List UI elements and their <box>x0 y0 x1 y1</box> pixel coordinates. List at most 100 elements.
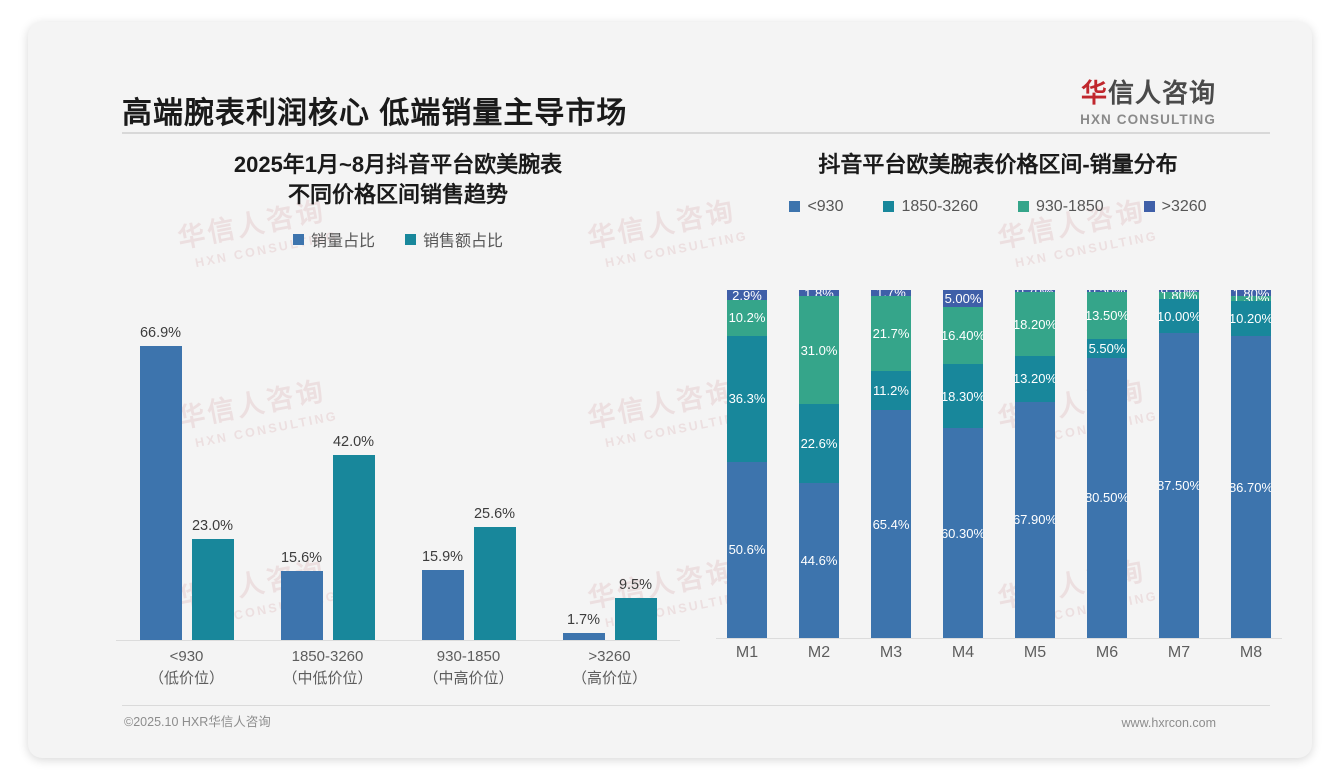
segment-value-label: 22.6% <box>800 435 838 451</box>
stacked-bar[interactable]: 1.7% 21.7% 11.2% 65.4% <box>871 290 911 638</box>
stacked-bar-segment[interactable]: 60.30% <box>943 428 983 638</box>
x-axis-tick-label: M3 <box>879 644 903 661</box>
stacked-bar-segment[interactable]: 1.8% <box>799 290 839 297</box>
x-axis-tick-label: M7 <box>1167 644 1191 661</box>
stacked-bar-segment[interactable]: 5.00% <box>943 290 983 308</box>
bar-amount-share[interactable] <box>332 455 375 640</box>
stacked-bar-segment[interactable]: 18.30% <box>943 364 983 429</box>
x-axis-tick-label: M6 <box>1095 644 1119 661</box>
x-axis-tick: 930-1850 （中高价位） <box>410 646 528 690</box>
legend-item-930-1850[interactable]: 930-1850 <box>1018 198 1104 216</box>
stacked-bar-column: 1.8% 31.0% 22.6% 44.6% <box>788 290 850 638</box>
stacked-bar-segment[interactable]: 18.20% <box>1015 292 1055 356</box>
stacked-bar-segment[interactable]: 22.6% <box>799 404 839 483</box>
segment-value-label: 11.2% <box>873 383 909 399</box>
stacked-bar-column: 0.50% 13.50% 5.50% 80.50% <box>1076 290 1138 638</box>
stacked-bar-segment[interactable]: 65.4% <box>871 410 911 638</box>
segment-value-label: 10.20% <box>1231 311 1271 326</box>
bar-volume-share[interactable] <box>280 571 323 640</box>
stacked-bar[interactable]: 1.8% 31.0% 22.6% 44.6% <box>799 290 839 638</box>
segment-value-label: 50.6% <box>728 542 766 558</box>
segment-value-label: 10.00% <box>1159 308 1199 324</box>
x-axis-tick-label: 930-1850 <box>436 648 501 665</box>
bar-value-label: 42.0% <box>332 434 375 451</box>
stacked-bar-segment[interactable]: 0.50% <box>1087 290 1127 292</box>
legend-item-under-930[interactable]: <930 <box>789 198 843 216</box>
legend-swatch-icon <box>883 201 895 213</box>
right-chart-legend: <930 1850-3260 930-1850 >3260 <box>708 198 1288 216</box>
segment-value-label: 44.6% <box>800 552 838 568</box>
stacked-bar-segment[interactable]: 10.20% <box>1231 300 1271 337</box>
stacked-bar[interactable]: 0.70% 18.20% 13.20% 67.90% <box>1015 290 1055 638</box>
x-axis-tick-sublabel: （高价位） <box>571 669 647 687</box>
stacked-bar-segment[interactable]: 13.50% <box>1087 291 1127 339</box>
stacked-bar-segment[interactable]: 31.0% <box>799 296 839 405</box>
x-axis-tick-label: M5 <box>1023 644 1047 661</box>
bar-amount-share[interactable] <box>191 538 234 640</box>
stacked-bar-column: 0.70% 18.20% 13.20% 67.90% <box>1004 290 1066 638</box>
stacked-bar-segment[interactable]: 10.00% <box>1159 298 1199 334</box>
stacked-bar[interactable]: 2.9% 10.2% 36.3% 50.6% <box>727 290 767 638</box>
stacked-bar-segment[interactable]: 11.2% <box>871 371 911 411</box>
x-axis-tick-label: M2 <box>807 644 831 661</box>
stacked-bar-column: 0.70%1.80% 10.00% 87.50% <box>1148 290 1210 638</box>
stacked-bar-segment[interactable]: 0.70% <box>1159 290 1199 293</box>
x-axis-tick: <930 （低价位） <box>128 646 246 690</box>
segment-value-label: 60.30% <box>943 525 983 541</box>
segment-value-label: 10.2% <box>728 310 766 326</box>
segment-value-label: 18.20% <box>1015 316 1055 332</box>
stacked-bar[interactable]: 0.50% 13.50% 5.50% 80.50% <box>1087 290 1127 638</box>
legend-item-sales-volume-share[interactable]: 销量占比 <box>292 227 375 251</box>
bar-group: 15.6% 42.0% <box>269 310 387 640</box>
bar-volume-share[interactable] <box>562 632 605 640</box>
segment-value-label: 1.8% <box>804 290 834 296</box>
stacked-bar-segment[interactable]: 87.50% <box>1159 333 1199 638</box>
segment-value-label: 65.4% <box>872 516 910 532</box>
legend-item-sales-amount-share[interactable]: 销售额占比 <box>405 227 503 251</box>
footer-website[interactable]: www.hxrcon.com <box>1121 716 1216 730</box>
stacked-bar-segment[interactable]: 86.70% <box>1231 336 1271 638</box>
slide-header: 高端腕表利润核心 低端销量主导市场 华信人咨询 HXN CONSULTING <box>28 22 1312 130</box>
logo-accent-char: 华 <box>1080 78 1108 108</box>
bar-amount-share[interactable] <box>473 527 516 640</box>
stacked-bar-segment[interactable]: 67.90% <box>1015 401 1055 638</box>
stacked-bar-segment[interactable]: 80.50% <box>1087 357 1127 638</box>
stacked-bar-segment[interactable]: 50.6% <box>727 461 767 638</box>
stacked-bar-segment[interactable]: 1.80% <box>1231 290 1271 297</box>
page-title: 高端腕表利润核心 低端销量主导市场 <box>122 97 628 130</box>
stacked-bar-segment[interactable]: 13.20% <box>1015 355 1055 402</box>
legend-item-over-3260[interactable]: >3260 <box>1143 198 1207 216</box>
slide-canvas: 华信人咨询 HXN CONSULTING 华信人咨询 HXN CONSULTIN… <box>28 22 1312 758</box>
legend-label: 销售额占比 <box>423 233 504 251</box>
legend-swatch-icon <box>292 233 304 245</box>
stacked-bar-segment[interactable]: 0.70% <box>1015 290 1055 293</box>
segment-value-label: 13.20% <box>1015 371 1055 387</box>
stacked-bar[interactable]: 5.00% 16.40% 18.30% 60.30% <box>943 290 983 638</box>
stacked-bar-segment[interactable]: 10.2% <box>727 300 767 336</box>
stacked-bar-segment[interactable]: 21.7% <box>871 295 911 372</box>
stacked-bar-segment[interactable]: 2.9% <box>727 290 767 301</box>
legend-item-1850-3260[interactable]: 1850-3260 <box>883 198 978 216</box>
stacked-bar-segment[interactable]: 1.80% <box>1159 292 1199 299</box>
stacked-bar-segment[interactable]: 36.3% <box>727 335 767 462</box>
segment-value-label: 0.70% <box>1161 290 1198 292</box>
stacked-bar-segment[interactable]: 44.6% <box>799 482 839 638</box>
stacked-bar[interactable]: 1.80%1.30% 10.20% 86.70% <box>1231 290 1271 638</box>
segment-value-label: 31.0% <box>800 342 838 358</box>
segment-value-label: 1.80% <box>1233 290 1270 296</box>
stacked-bar-segment[interactable]: 1.30% <box>1231 296 1271 301</box>
stacked-bar-segment[interactable]: 1.7% <box>871 290 911 296</box>
stacked-bar-segment[interactable]: 5.50% <box>1087 338 1127 358</box>
segment-value-label: 87.50% <box>1159 478 1199 494</box>
bar-value-label: 1.7% <box>566 611 601 628</box>
stacked-bar-segment[interactable]: 16.40% <box>943 307 983 365</box>
left-bar-chart: 66.9% 23.0% 15.6% 42.0% <box>98 310 698 710</box>
stacked-bar[interactable]: 0.70%1.80% 10.00% 87.50% <box>1159 290 1199 638</box>
right-chart-title: 抖音平台欧美腕表价格区间-销量分布 <box>818 152 1178 177</box>
bar-volume-share[interactable] <box>421 570 464 640</box>
segment-value-label: 36.3% <box>728 391 766 407</box>
bar-volume-share[interactable] <box>139 345 182 640</box>
x-axis-tick: >3260 （高价位） <box>551 646 669 690</box>
left-chart-panel: 2025年1月~8月抖音平台欧美腕表 不同价格区间销售趋势 销量占比 销售额占比… <box>98 150 698 710</box>
bar-amount-share[interactable] <box>614 598 657 640</box>
